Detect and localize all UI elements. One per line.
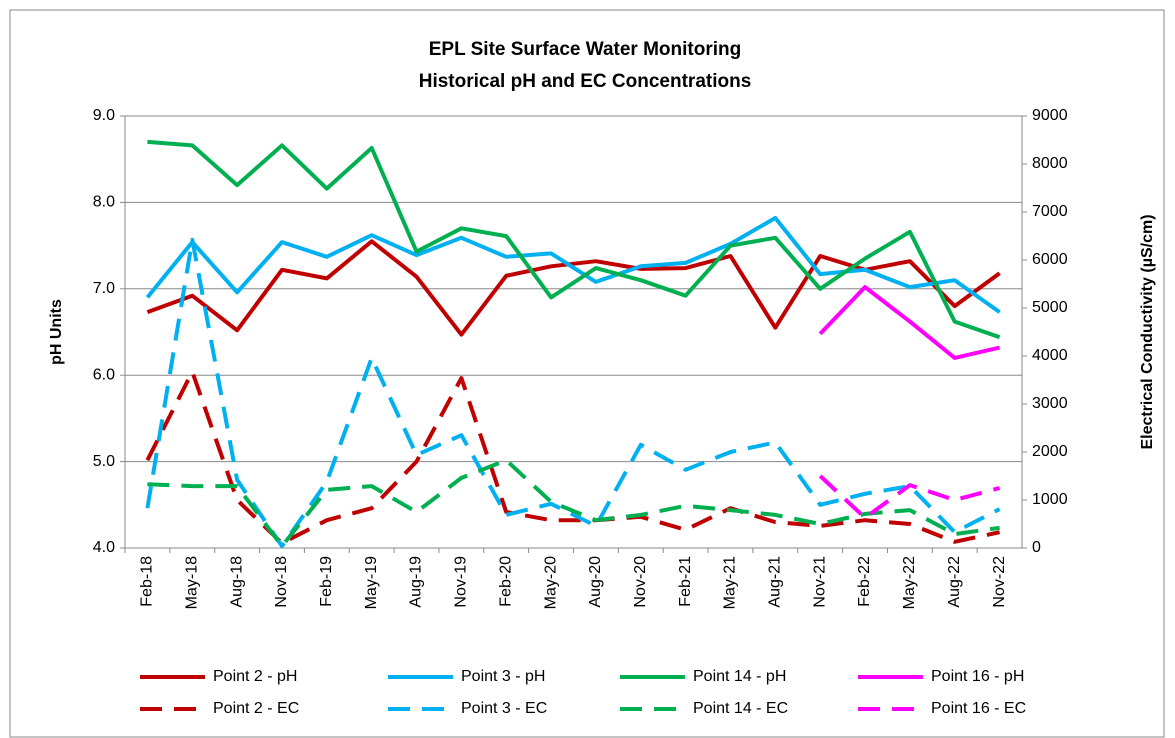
x-tick-label: Feb-18 (139, 556, 156, 607)
x-tick-label: Nov-20 (632, 556, 649, 608)
x-tick-label: May-22 (901, 556, 918, 609)
y-tick-label: 6.0 (93, 366, 115, 383)
x-tick-label: Feb-20 (497, 556, 514, 607)
y2-tick-label: 7000 (1032, 203, 1068, 220)
legend-label: Point 14 - pH (693, 668, 786, 685)
x-tick-label: Aug-19 (408, 556, 425, 608)
legend-label: Point 3 - pH (461, 668, 545, 685)
y2-tick-label: 0 (1032, 539, 1041, 556)
y-tick-label: 7.0 (93, 280, 115, 297)
y2-tick-label: 8000 (1032, 155, 1068, 172)
y2-axis-label: Electrical Conductivity (µS/cm) (1139, 214, 1156, 449)
x-tick-label: Nov-18 (273, 556, 290, 608)
y2-tick-label: 4000 (1032, 347, 1068, 364)
x-tick-label: Nov-21 (811, 556, 828, 608)
x-tick-label: May-19 (363, 556, 380, 609)
y-axis-label: pH Units (48, 299, 65, 365)
series-line (146, 239, 1001, 337)
y-tick-label: 9.0 (93, 107, 115, 124)
x-tick-label: May-21 (722, 556, 739, 609)
chart-frame (9, 9, 1165, 738)
x-tick-label: Feb-22 (856, 556, 873, 607)
legend-label: Point 2 - EC (213, 700, 299, 717)
x-tick-label: Aug-21 (767, 556, 784, 608)
x-tick-label: Nov-22 (991, 556, 1008, 608)
series-line (145, 237, 1001, 549)
x-tick-label: Aug-20 (587, 556, 604, 608)
series-line (147, 139, 1001, 340)
y2-tick-label: 1000 (1032, 491, 1068, 508)
legend-label: Point 3 - EC (461, 700, 547, 717)
x-tick-label: May-20 (542, 556, 559, 609)
y2-tick-label: 9000 (1032, 107, 1068, 124)
series-line (147, 458, 1000, 549)
x-tick-label: May-18 (183, 556, 200, 609)
x-tick-label: Feb-19 (318, 556, 335, 607)
legend-label: Point 16 - EC (931, 700, 1026, 717)
y2-tick-label: 6000 (1032, 251, 1068, 268)
legend-label: Point 14 - EC (693, 700, 788, 717)
x-tick-label: Feb-21 (677, 556, 694, 607)
legend-label: Point 16 - pH (931, 668, 1024, 685)
x-tick-label: Aug-18 (228, 556, 245, 608)
y2-tick-label: 3000 (1032, 395, 1068, 412)
legend-label: Point 2 - pH (213, 668, 297, 685)
series-line (818, 285, 1001, 360)
series-line (145, 216, 1001, 314)
x-tick-label: Aug-22 (946, 556, 963, 608)
chart-title: Historical pH and EC Concentrations (419, 71, 752, 92)
y2-tick-label: 5000 (1032, 299, 1068, 316)
series-line (818, 474, 1001, 520)
x-tick-label: Nov-19 (453, 556, 470, 608)
y-tick-label: 8.0 (93, 194, 115, 211)
y-tick-label: 5.0 (93, 453, 115, 470)
y-tick-label: 4.0 (93, 539, 115, 556)
series-line (145, 369, 1001, 546)
chart-title: EPL Site Surface Water Monitoring (429, 39, 742, 60)
y2-tick-label: 2000 (1032, 443, 1068, 460)
